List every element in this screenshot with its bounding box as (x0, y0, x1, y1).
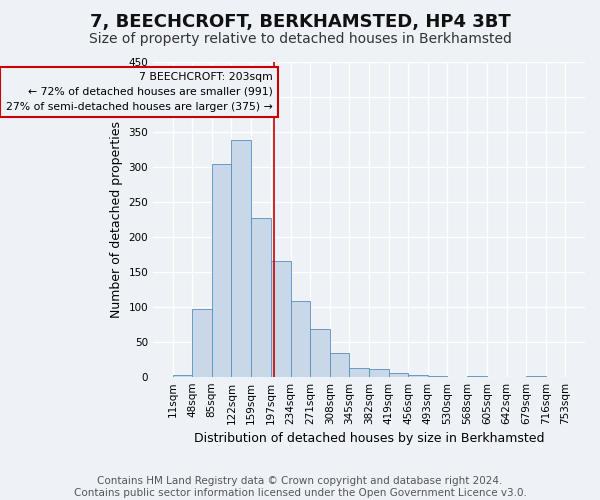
Bar (310, 329, 330, 376)
Text: Contains HM Land Registry data © Crown copyright and database right 2024.
Contai: Contains HM Land Registry data © Crown c… (74, 476, 526, 498)
Text: 7, BEECHCROFT, BERKHAMSTED, HP4 3BT: 7, BEECHCROFT, BERKHAMSTED, HP4 3BT (89, 12, 511, 30)
Bar (192, 308, 212, 376)
Bar (330, 353, 349, 376)
Bar (290, 301, 310, 376)
Bar (212, 164, 232, 376)
Y-axis label: Number of detached properties: Number of detached properties (110, 120, 123, 318)
Bar (349, 368, 369, 376)
X-axis label: Distribution of detached houses by size in Berkhamsted: Distribution of detached houses by size … (194, 432, 544, 445)
Text: 7 BEECHCROFT: 203sqm
← 72% of detached houses are smaller (991)
27% of semi-deta: 7 BEECHCROFT: 203sqm ← 72% of detached h… (6, 72, 272, 112)
Bar (232, 140, 251, 376)
Bar (389, 373, 408, 376)
Bar (251, 218, 271, 376)
Bar (369, 369, 389, 376)
Text: Size of property relative to detached houses in Berkhamsted: Size of property relative to detached ho… (89, 32, 511, 46)
Bar (271, 261, 290, 376)
